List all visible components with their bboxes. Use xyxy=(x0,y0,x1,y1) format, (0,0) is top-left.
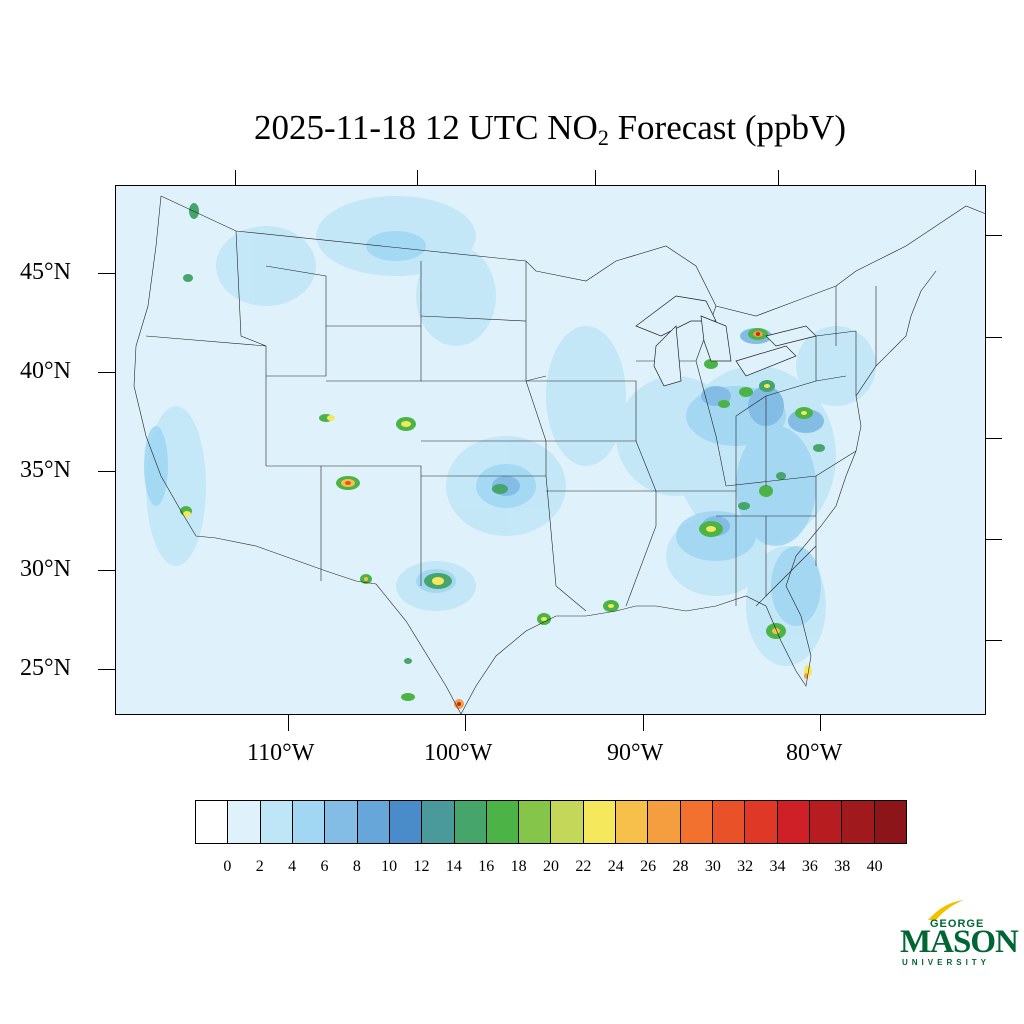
title-suffix: Forecast (ppbV) xyxy=(608,108,846,147)
bottom-tick xyxy=(643,715,644,731)
colorbar-segment xyxy=(713,801,746,843)
bottom-tick xyxy=(288,715,289,731)
colorbar-segment xyxy=(680,801,713,843)
top-tick xyxy=(975,170,976,185)
top-tick xyxy=(235,170,236,185)
gmu-logo: GEORGE MASON UNIVERSITY xyxy=(898,900,1019,970)
lon-label-100w: 100°W xyxy=(424,740,493,766)
left-tick xyxy=(98,372,115,373)
colorbar-tick-label: 8 xyxy=(352,858,361,875)
right-tick xyxy=(986,235,1002,236)
colorbar-segment xyxy=(648,801,681,843)
state-borders xyxy=(133,195,985,714)
lon-label-110w: 110°W xyxy=(247,740,315,766)
colorbar-tick-label: 22 xyxy=(575,858,592,875)
left-tick xyxy=(98,669,115,670)
lat-label-35: 35°N xyxy=(20,457,71,483)
colorbar-tick-label: 40 xyxy=(866,858,883,875)
left-tick xyxy=(98,273,115,274)
lon-label-90w: 90°W xyxy=(607,740,664,766)
colorbar-segment xyxy=(519,801,552,843)
lon-label-80w: 80°W xyxy=(786,740,843,766)
lat-label-40: 40°N xyxy=(20,358,71,384)
colorbar-segment xyxy=(777,801,810,843)
colorbar-segment xyxy=(583,801,617,843)
colorbar-tick-label: 26 xyxy=(640,858,657,875)
colorbar-tick-label: 4 xyxy=(288,858,297,875)
colorbar-tick-label: 18 xyxy=(510,858,527,875)
colorbar-segment xyxy=(842,801,875,843)
colorbar-segment xyxy=(357,801,390,843)
colorbar-segment xyxy=(260,801,293,843)
colorbar-segment xyxy=(228,801,261,843)
left-tick xyxy=(98,570,115,571)
colorbar-tick-label: 10 xyxy=(381,858,398,875)
colorbar-tick-label: 2 xyxy=(255,858,264,875)
colorbar-tick-label: 12 xyxy=(413,858,430,875)
lat-label-25: 25°N xyxy=(20,655,71,681)
right-tick xyxy=(986,640,1002,641)
colorbar-segment xyxy=(745,801,778,843)
colorbar-segment xyxy=(389,801,423,843)
logo-university: UNIVERSITY xyxy=(902,958,991,967)
right-tick xyxy=(986,337,1002,338)
colorbar-segment xyxy=(292,801,326,843)
great-lakes xyxy=(635,295,817,387)
colorbar-tick-label: 34 xyxy=(769,858,786,875)
logo-mason: MASON xyxy=(900,924,1019,960)
lat-label-45: 45°N xyxy=(20,259,71,285)
map-svg xyxy=(133,195,985,714)
colorbar-tick-label: 30 xyxy=(704,858,721,875)
colorbar-tick-label: 0 xyxy=(223,858,232,875)
colorbar-tick-label: 28 xyxy=(672,858,689,875)
title-subscript: 2 xyxy=(597,125,609,150)
right-tick xyxy=(986,438,1002,439)
logo-swoosh-icon xyxy=(928,900,964,920)
colorbar-segment xyxy=(486,801,520,843)
left-tick xyxy=(98,471,115,472)
colorbar-segment xyxy=(454,801,487,843)
bottom-tick xyxy=(820,715,821,731)
top-tick xyxy=(778,170,779,185)
colorbar-segment xyxy=(616,801,649,843)
colorbar-tick-label: 24 xyxy=(607,858,624,875)
colorbar-tick-label: 16 xyxy=(478,858,495,875)
logo-george: GEORGE xyxy=(930,918,985,930)
colorbar-segment xyxy=(809,801,843,843)
title-prefix: 2025-11-18 12 UTC NO xyxy=(254,108,598,147)
colorbar-segment xyxy=(422,801,455,843)
map-title: 2025-11-18 12 UTC NO2 Forecast (ppbV) xyxy=(0,108,1024,151)
no2-forecast-map xyxy=(115,185,986,715)
right-tick xyxy=(986,539,1002,540)
top-tick xyxy=(417,170,418,185)
top-tick xyxy=(595,170,596,185)
colorbar-segment xyxy=(325,801,358,843)
colorbar-segment xyxy=(874,801,906,843)
bottom-tick xyxy=(465,715,466,731)
colorbar-tick-label: 6 xyxy=(320,858,329,875)
colorbar-tick-label: 20 xyxy=(543,858,559,875)
colorbar xyxy=(195,800,907,844)
colorbar-tick-label: 38 xyxy=(834,858,851,875)
colorbar-tick-label: 14 xyxy=(445,858,462,875)
lat-label-30: 30°N xyxy=(20,556,71,582)
colorbar-segment xyxy=(551,801,584,843)
hotspots xyxy=(180,203,825,709)
colorbar-tick-label: 32 xyxy=(737,858,754,875)
colorbar-tick-label: 36 xyxy=(801,858,818,875)
colorbar-segment xyxy=(196,801,229,843)
